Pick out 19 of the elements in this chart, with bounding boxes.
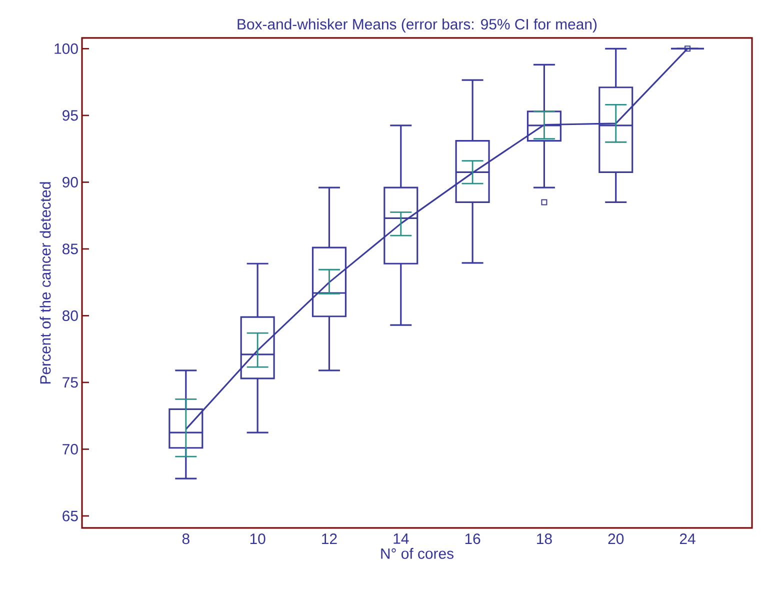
x-tick-label: 24: [680, 534, 696, 544]
y-tick-label: 65: [62, 510, 78, 522]
y-axis-title: Percent of the cancer detected: [40, 182, 51, 384]
y-tick-label: 100: [54, 43, 78, 54]
chart-title: Box-and-whisker Means (error bars: 95% CI for mean): [238, 18, 597, 32]
x-tick-label: 18: [537, 534, 552, 544]
x-tick-label: 14: [394, 534, 409, 544]
y-tick-label: 75: [62, 377, 78, 388]
x-tick-label: 12: [322, 534, 337, 544]
y-tick-label: 85: [62, 244, 78, 254]
y-tick-label: 70: [62, 444, 78, 454]
y-tick-label: 90: [62, 176, 78, 188]
x-axis-title: N° of cores: [381, 548, 454, 559]
y-tick-label: 80: [62, 310, 78, 321]
x-tick-label: 20: [608, 534, 624, 544]
x-tick-label: 16: [465, 534, 480, 544]
x-tick-label: 8: [182, 534, 190, 544]
x-tick-label: 10: [250, 534, 266, 544]
y-tick-label: 95: [62, 110, 78, 121]
